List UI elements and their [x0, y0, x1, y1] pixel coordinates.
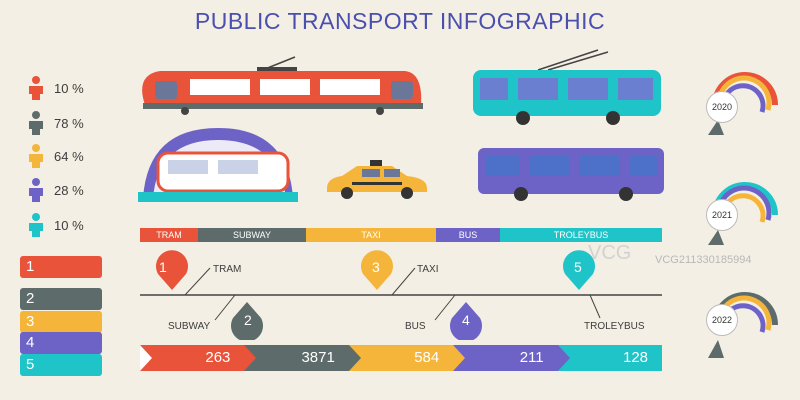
person-stat-2: 78 %	[26, 111, 84, 135]
watermark-logo: VCG	[588, 242, 632, 264]
numbered-item-number: 3	[26, 313, 35, 330]
pin-number-5: 5	[574, 259, 582, 275]
numbered-item-2: 2	[20, 288, 102, 310]
mode-segment-troleybus: TROLEYBUS	[500, 228, 662, 242]
person-percent: 28 %	[54, 182, 84, 198]
stat-troleybus: 128	[557, 345, 663, 371]
pin-number-3: 3	[372, 259, 380, 275]
mode-segment-bus: BUS	[436, 228, 500, 242]
person-percent: 64 %	[54, 148, 84, 164]
pin-number-2: 2	[244, 312, 252, 328]
stats-row: 263 3871 584 211 128	[140, 345, 663, 371]
stat-taxi: 584	[348, 345, 454, 371]
stat-value: 584	[414, 349, 440, 366]
stat-subway: 3871	[244, 345, 349, 371]
person-icon	[29, 144, 43, 168]
timeline-label-bus: BUS	[405, 321, 426, 332]
numbered-item-5: 5	[20, 354, 102, 376]
mode-segment-taxi: TAXI	[306, 228, 436, 242]
person-stat-5: 10 %	[26, 213, 84, 237]
pin-marker-5	[563, 250, 595, 290]
taxi-icon	[327, 160, 427, 199]
timeline-label-troleybus: TROLEYBUS	[584, 321, 645, 332]
stat-tram: 263	[140, 345, 245, 371]
subway-icon	[138, 128, 298, 202]
pin-marker-3	[361, 250, 393, 290]
stat-value: 211	[519, 349, 544, 366]
person-icon	[29, 111, 43, 135]
watermark-text: VCG211330185994	[655, 254, 752, 266]
page-title: PUBLIC TRANSPORT INFOGRAPHIC	[194, 8, 606, 34]
mode-segment-subway: SUBWAY	[198, 228, 306, 242]
numbered-item-3: 3	[20, 311, 102, 333]
stat-value: 128	[623, 349, 649, 366]
trolleybus-icon	[473, 49, 661, 125]
numbered-item-number: 2	[26, 290, 35, 307]
timeline-label-taxi: TAXI	[417, 264, 439, 275]
stat-value: 263	[205, 349, 231, 366]
person-percent: 78 %	[54, 115, 84, 131]
pin-number-1: 1	[159, 259, 167, 275]
person-icon	[29, 213, 43, 237]
transport-mode-bar: TRAM SUBWAY TAXI BUS TROLEYBUS	[140, 228, 662, 242]
stat-bus: 211	[453, 345, 558, 371]
person-stat-4: 28 %	[26, 178, 84, 202]
mode-segment-tram: TRAM	[140, 228, 198, 242]
numbered-item-number: 1	[26, 258, 35, 275]
person-stat-1: 10 %	[26, 76, 84, 100]
timeline-label-tram: TRAM	[213, 264, 242, 275]
year-badge-2020: 2020	[706, 91, 738, 123]
person-icon	[29, 178, 43, 202]
year-badge-2022: 2022	[706, 304, 738, 336]
numbered-item-number: 4	[26, 334, 35, 351]
person-percent: 10 %	[54, 217, 84, 233]
person-percent: 10 %	[54, 80, 84, 96]
timeline-label-subway: SUBWAY	[168, 321, 211, 332]
bus-icon	[478, 148, 664, 201]
year-badge-2021: 2021	[706, 199, 738, 231]
pin-marker-4	[450, 302, 482, 340]
tram-icon	[142, 56, 423, 115]
pin-marker-1	[156, 250, 188, 290]
person-stat-3: 64 %	[26, 144, 84, 168]
timeline	[140, 250, 662, 340]
numbered-item-number: 5	[26, 356, 35, 373]
person-icon	[29, 76, 43, 100]
pin-marker-2	[231, 302, 263, 340]
numbered-item-1: 1	[20, 256, 102, 278]
stat-value: 3871	[301, 349, 335, 366]
pin-number-4: 4	[462, 312, 470, 328]
numbered-item-4: 4	[20, 332, 102, 354]
